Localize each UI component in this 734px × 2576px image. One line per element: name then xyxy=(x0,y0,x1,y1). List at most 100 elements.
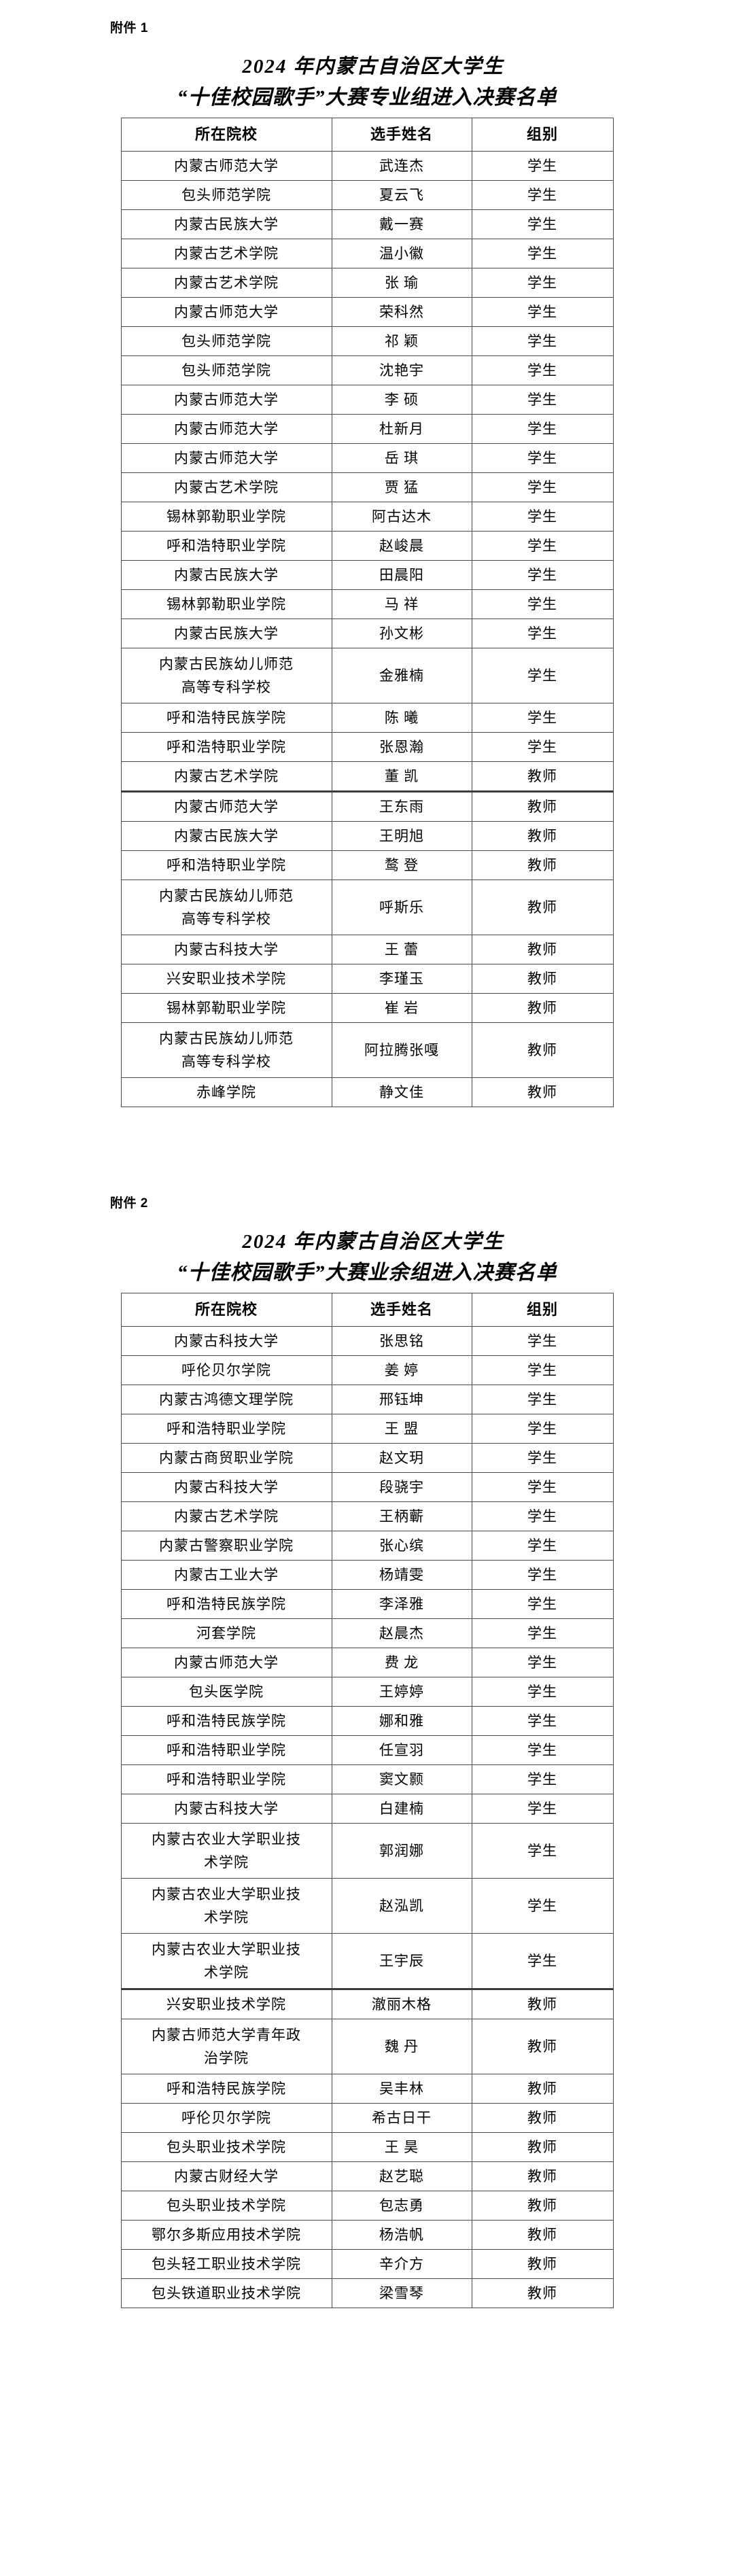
cell-name: 吴丰林 xyxy=(331,2074,472,2104)
cell-group: 学生 xyxy=(471,1589,614,1619)
cell-group: 学生 xyxy=(471,1933,614,1989)
cell-name: 王 蕾 xyxy=(331,935,472,964)
cell-school: 包头师范学院 xyxy=(120,355,332,385)
cell-school: 内蒙古财经大学 xyxy=(120,2161,332,2191)
cell-school: 包头铁道职业技术学院 xyxy=(120,2278,332,2308)
cell-name: 呼斯乐 xyxy=(331,880,472,935)
cell-school: 呼伦贝尔学院 xyxy=(120,2103,332,2133)
cell-name: 段骁宇 xyxy=(331,1472,472,1502)
cell-name: 孙文彬 xyxy=(331,619,472,648)
table-row: 内蒙古科技大学 段骁宇 学生 xyxy=(120,1472,614,1502)
cell-school: 内蒙古科技大学 xyxy=(120,935,332,964)
cell-school: 呼和浩特职业学院 xyxy=(120,732,332,762)
cell-name: 王宇辰 xyxy=(331,1933,472,1989)
attachment-section-2: 附件 2 2024 年内蒙古自治区大学生 “十佳校园歌手”大赛业余组进入决赛名单… xyxy=(0,1181,734,2308)
table-row: 兴安职业技术学院 澈丽木格 教师 xyxy=(120,1988,614,2019)
cell-name: 崔 岩 xyxy=(331,993,472,1023)
cell-group: 学生 xyxy=(471,1735,614,1765)
table-row: 内蒙古艺术学院贾 猛学生 xyxy=(120,472,614,502)
table-row: 包头铁道职业技术学院 梁雪琴 教师 xyxy=(120,2278,614,2308)
cell-group: 学生 xyxy=(471,560,614,590)
cell-school: 内蒙古师范大学 xyxy=(120,790,332,822)
cell-group: 学生 xyxy=(471,648,614,703)
cell-group: 教师 xyxy=(471,993,614,1023)
column-header-name: 选手姓名 xyxy=(331,1293,472,1327)
cell-school: 内蒙古师范大学 xyxy=(120,151,332,181)
table-header-row: 所在院校 选手姓名 组别 xyxy=(120,1293,614,1327)
cell-school: 内蒙古商贸职业学院 xyxy=(120,1443,332,1473)
cell-school: 呼和浩特职业学院 xyxy=(120,1764,332,1794)
table-row: 内蒙古工业大学 杨靖雯 学生 xyxy=(120,1560,614,1590)
table-row: 呼和浩特职业学院 赵峻晨 学生 xyxy=(120,531,614,561)
cell-school: 包头医学院 xyxy=(120,1677,332,1707)
cell-name: 白建楠 xyxy=(331,1794,472,1824)
cell-name: 姜 婷 xyxy=(331,1355,472,1385)
table-row: 河套学院 赵晨杰 学生 xyxy=(120,1618,614,1648)
cell-school: 内蒙古民族大学 xyxy=(120,619,332,648)
cell-group: 学生 xyxy=(471,1472,614,1502)
table-row: 包头医学院 王婷婷 学生 xyxy=(120,1677,614,1707)
cell-group: 教师 xyxy=(471,2132,614,2162)
cell-school: 内蒙古科技大学 xyxy=(120,1326,332,1356)
cell-group: 学生 xyxy=(471,1326,614,1356)
cell-name: 王柄蘄 xyxy=(331,1501,472,1531)
table-row: 内蒙古师范大学 杜新月 学生 xyxy=(120,414,614,444)
cell-school: 锡林郭勒职业学院 xyxy=(120,993,332,1023)
cell-name: 金雅楠 xyxy=(331,648,472,703)
cell-school: 内蒙古民族幼儿师范 高等专科学校 xyxy=(120,880,332,935)
cell-name: 王 盟 xyxy=(331,1414,472,1444)
title-line-2-top: 2024 年内蒙古自治区大学生 xyxy=(242,1231,504,1253)
cell-group: 学生 xyxy=(471,1794,614,1824)
cell-name: 王 昊 xyxy=(331,2132,472,2162)
cell-name: 辛介方 xyxy=(331,2249,472,2279)
cell-name: 邢钰坤 xyxy=(331,1385,472,1414)
cell-name: 梁雪琴 xyxy=(331,2278,472,2308)
table-row: 呼和浩特职业学院鹜 登教师 xyxy=(120,850,614,880)
cell-school: 鄂尔多斯应用技术学院 xyxy=(120,2220,332,2250)
cell-name: 窦文颢 xyxy=(331,1764,472,1794)
cell-school: 内蒙古民族大学 xyxy=(120,560,332,590)
section-spacer xyxy=(0,1107,734,1181)
cell-school: 呼和浩特民族学院 xyxy=(120,703,332,733)
title-line-2-bottom: “十佳校园歌手”大赛业余组进入决赛名单 xyxy=(177,1261,557,1284)
document-page: 附件 1 2024 年内蒙古自治区大学生 “十佳校园歌手”大赛专业组进入决赛名单… xyxy=(0,21,734,2308)
cell-group: 教师 xyxy=(471,964,614,994)
cell-group: 教师 xyxy=(471,2074,614,2104)
table-row: 呼和浩特职业学院 张恩瀚 学生 xyxy=(120,732,614,762)
cell-name: 贾 猛 xyxy=(331,472,472,502)
cell-school: 内蒙古艺术学院 xyxy=(120,1501,332,1531)
title-line-1-top: 2024 年内蒙古自治区大学生 xyxy=(242,56,504,77)
cell-school: 内蒙古科技大学 xyxy=(120,1472,332,1502)
cell-school: 呼和浩特民族学院 xyxy=(120,1589,332,1619)
cell-group: 教师 xyxy=(471,821,614,851)
cell-school: 内蒙古师范大学 xyxy=(120,443,332,473)
cell-name: 王婷婷 xyxy=(331,1677,472,1707)
table-row: 呼和浩特职业学院 窦文颢 学生 xyxy=(120,1764,614,1794)
cell-group: 学生 xyxy=(471,326,614,356)
cell-school: 内蒙古艺术学院 xyxy=(120,761,332,792)
cell-name: 阿拉腾张嘎 xyxy=(331,1022,472,1078)
cell-school: 内蒙古民族幼儿师范 高等专科学校 xyxy=(120,1022,332,1078)
cell-group: 学生 xyxy=(471,472,614,502)
cell-school: 内蒙古民族幼儿师范 高等专科学校 xyxy=(120,648,332,703)
cell-school: 呼和浩特民族学院 xyxy=(120,2074,332,2104)
cell-group: 教师 xyxy=(471,790,614,822)
cell-school: 内蒙古民族大学 xyxy=(120,209,332,239)
cell-school: 兴安职业技术学院 xyxy=(120,964,332,994)
cell-name: 陈 曦 xyxy=(331,703,472,733)
cell-name: 包志勇 xyxy=(331,2191,472,2221)
table-row: 呼伦贝尔学院姜 婷学生 xyxy=(120,1355,614,1385)
cell-school: 锡林郭勒职业学院 xyxy=(120,502,332,532)
cell-group: 学生 xyxy=(471,531,614,561)
cell-name: 赵泓凯 xyxy=(331,1878,472,1934)
column-header-group: 组别 xyxy=(471,118,614,152)
cell-school: 内蒙古师范大学 xyxy=(120,414,332,444)
table-row: 内蒙古民族幼儿师范 高等专科学校 阿拉腾张嘎 教师 xyxy=(120,1022,614,1078)
cell-name: 赵文玥 xyxy=(331,1443,472,1473)
cell-name: 王东雨 xyxy=(331,790,472,822)
title-line-1-bottom: “十佳校园歌手”大赛专业组进入决赛名单 xyxy=(177,86,557,109)
table-row: 呼和浩特民族学院 吴丰林 教师 xyxy=(120,2074,614,2104)
cell-name: 李泽雅 xyxy=(331,1589,472,1619)
cell-name: 任宣羽 xyxy=(331,1735,472,1765)
column-header-school: 所在院校 xyxy=(120,1293,332,1327)
